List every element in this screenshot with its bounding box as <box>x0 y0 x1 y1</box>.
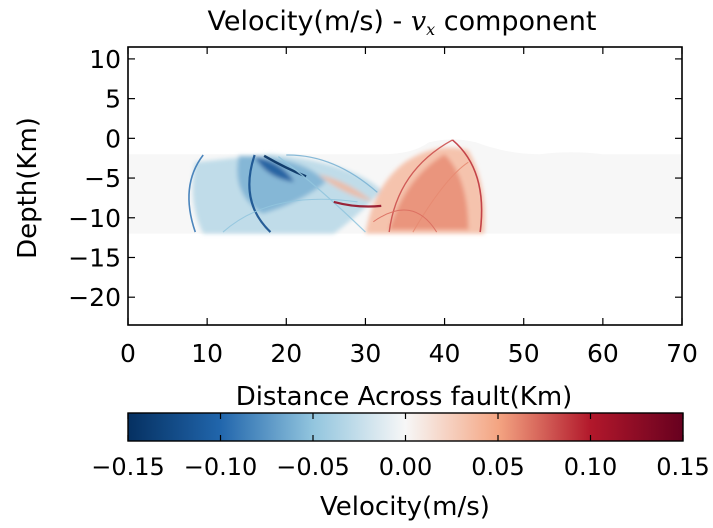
y-tick-label: 0 <box>105 124 121 153</box>
colorbar-label: Velocity(m/s) <box>320 492 490 522</box>
x-tick-label: 60 <box>587 339 619 368</box>
colorbar-tick-label: 0.00 <box>379 453 432 481</box>
x-tick-label: 10 <box>191 339 223 368</box>
x-tick-label: 30 <box>350 339 382 368</box>
wavefront-arc <box>222 198 358 233</box>
y-axis-ticks: 10 5 0 −5 −10 −15 −20 <box>68 45 682 312</box>
wavefront-arc <box>333 200 382 208</box>
wavefront-arc <box>388 139 453 233</box>
velocity-field <box>128 139 682 234</box>
negative-lobe-core <box>254 156 295 183</box>
colorbar-tick-label: 0.15 <box>656 453 709 481</box>
wavefront-arc <box>278 156 366 233</box>
positive-lobe-patch <box>317 174 374 202</box>
x-tick-label: 40 <box>429 339 461 368</box>
wavefield-blur <box>192 147 485 234</box>
colorbar-tick-label: −0.05 <box>276 453 350 481</box>
colorbar-tick-label: 0.10 <box>564 453 617 481</box>
x-tick-label: 0 <box>120 339 136 368</box>
colorbar-tick-label: 0.05 <box>471 453 524 481</box>
colorbar-ticks: −0.15 −0.10 −0.05 0.00 0.05 0.10 0.15 <box>91 413 710 481</box>
axes-frame <box>127 46 683 326</box>
wavefront-arc <box>451 139 483 233</box>
y-axis-label: Depth(Km) <box>13 117 43 259</box>
y-tick-label: 5 <box>105 85 121 114</box>
wavefront-arc <box>412 161 469 233</box>
wavefront-arc <box>373 209 438 233</box>
y-tick-label: −15 <box>68 243 121 272</box>
x-tick-label: 50 <box>508 339 540 368</box>
y-tick-label: 10 <box>89 45 121 74</box>
y-tick-label: −10 <box>68 204 121 233</box>
x-tick-label: 70 <box>666 339 698 368</box>
colorbar: −0.15 −0.10 −0.05 0.00 0.05 0.10 0.15 <box>91 412 710 481</box>
wavefront-arc <box>286 154 378 193</box>
chart-title: Velocity(m/s) - vx component <box>208 6 597 39</box>
wavefront-arc <box>188 154 204 233</box>
wavefront-arc <box>248 154 272 233</box>
y-tick-label: −20 <box>68 283 121 312</box>
negative-lobe-inner <box>237 155 326 214</box>
colorbar-tick-label: −0.10 <box>184 453 258 481</box>
y-tick-label: −5 <box>84 164 121 193</box>
x-axis-label: Distance Across fault(Km) <box>236 382 573 412</box>
x-tick-label: 20 <box>270 339 302 368</box>
x-axis-ticks: 0 10 20 30 40 50 60 70 <box>120 47 698 368</box>
colorbar-tick-label: −0.15 <box>91 453 165 481</box>
